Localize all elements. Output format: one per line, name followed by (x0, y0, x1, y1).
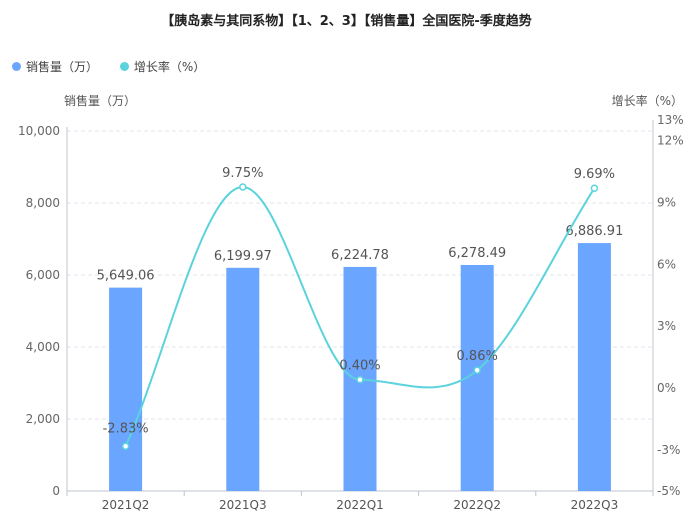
x-tick-label: 2021Q2 (102, 498, 150, 512)
chart-title: 【胰岛素与其同系物】【1、2、3】【销售量】全国医院-季度趋势 (161, 14, 532, 29)
bar-data-label: 6,199.97 (214, 249, 272, 264)
y-right-tick-label: -3% (657, 443, 680, 457)
legend-dot-sales-icon (12, 62, 21, 71)
x-tick-label: 2022Q1 (336, 498, 384, 512)
x-tick-label: 2022Q2 (453, 498, 501, 512)
y-left-tick-label: 6,000 (26, 268, 60, 282)
growth-data-label: 9.69% (574, 167, 615, 182)
growth-point (590, 184, 599, 192)
bar-data-label: 5,649.06 (97, 269, 155, 284)
growth-data-label: 0.40% (339, 359, 380, 374)
legend-item-growth[interactable]: 增长率（%） (119, 58, 206, 75)
bar (109, 287, 143, 491)
growth-point (356, 375, 364, 384)
legend-label-growth: 增长率（%） (133, 60, 206, 74)
bar (226, 267, 260, 491)
growth-data-label: -2.83% (103, 421, 149, 436)
growth-point (121, 442, 130, 451)
bar-data-label: 6,886.91 (565, 224, 623, 239)
y-right-tick-label: 0% (657, 381, 676, 395)
growth-line (124, 185, 596, 447)
legend-item-sales[interactable]: 销售量（万） (12, 58, 98, 75)
y-left-tick-label: 8,000 (26, 196, 60, 210)
growth-point (473, 366, 481, 374)
bar (577, 243, 611, 491)
growth-data-label: 9.75% (222, 166, 263, 181)
legend: 销售量（万） 增长率（%） (12, 58, 223, 75)
growth-point (239, 183, 247, 191)
legend-dot-growth-icon (119, 62, 129, 71)
y-right-tick-label: 9% (657, 195, 676, 209)
y-right-tick-label: 12% (657, 134, 684, 148)
y-axis-right-title: 增长率（%） (611, 94, 683, 108)
y-right-tick-label: -5% (657, 484, 680, 498)
y-left-tick-label: 0 (52, 484, 60, 498)
bar-data-label: 6,278.49 (448, 246, 506, 261)
y-left-tick-label: 10,000 (18, 124, 60, 138)
y-left-tick-label: 2,000 (26, 412, 60, 426)
growth-data-label: 0.86% (457, 349, 498, 364)
x-tick-label: 2022Q3 (571, 498, 619, 512)
legend-label-sales: 销售量（万） (26, 60, 99, 74)
y-right-tick-label: 3% (657, 319, 676, 333)
x-tick-label: 2021Q3 (219, 498, 267, 512)
bar-data-label: 6,224.78 (331, 248, 389, 263)
y-left-tick-label: 4,000 (26, 340, 60, 354)
y-right-tick-label: 13% (657, 113, 684, 127)
y-right-tick-label: 6% (657, 257, 676, 271)
y-axis-left-title: 销售量（万） (64, 94, 137, 108)
